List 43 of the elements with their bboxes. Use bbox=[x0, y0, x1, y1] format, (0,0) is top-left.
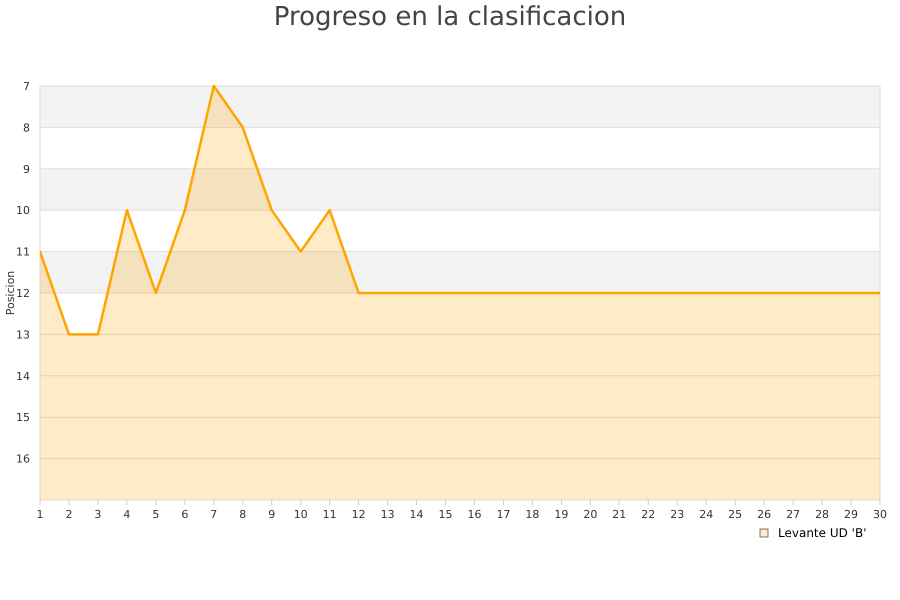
x-tick-label: 16 bbox=[467, 508, 482, 521]
x-tick-label: 22 bbox=[641, 508, 656, 521]
x-tick-label: 29 bbox=[844, 508, 858, 521]
x-tick-label: 17 bbox=[496, 508, 510, 521]
x-tick-label: 12 bbox=[352, 508, 366, 521]
y-tick-label: 11 bbox=[16, 246, 30, 259]
y-tick-label: 14 bbox=[16, 370, 30, 383]
y-axis-title: Posicion bbox=[4, 270, 17, 316]
x-tick-label: 23 bbox=[670, 508, 684, 521]
x-tick-label: 30 bbox=[873, 508, 887, 521]
x-tick-label: 9 bbox=[268, 508, 276, 521]
x-tick-label: 5 bbox=[152, 508, 160, 521]
x-tick-label: 3 bbox=[94, 508, 102, 521]
x-tick-label: 2 bbox=[65, 508, 72, 521]
x-tick-label: 6 bbox=[181, 508, 188, 521]
x-tick-label: 25 bbox=[728, 508, 742, 521]
x-tick-label: 28 bbox=[815, 508, 830, 521]
x-tick-label: 24 bbox=[699, 508, 714, 521]
x-tick-label: 19 bbox=[554, 508, 568, 521]
x-tick-label: 4 bbox=[123, 508, 130, 521]
x-tick-label: 7 bbox=[210, 508, 218, 521]
x-tick-label: 15 bbox=[438, 508, 453, 521]
x-tick-label: 27 bbox=[786, 508, 800, 521]
y-tick-label: 15 bbox=[16, 411, 30, 424]
y-tick-label: 9 bbox=[23, 162, 30, 176]
chart-title: Progreso en la clasificacion bbox=[274, 2, 626, 32]
y-tick-label: 7 bbox=[23, 80, 30, 93]
y-tick-label: 10 bbox=[16, 204, 30, 218]
x-tick-label: 18 bbox=[525, 508, 540, 521]
x-tick-label: 13 bbox=[380, 508, 395, 521]
x-tick-label: 14 bbox=[410, 508, 424, 521]
x-tick-label: 11 bbox=[322, 508, 337, 521]
x-tick-label: 1 bbox=[36, 508, 44, 521]
y-tick-label: 13 bbox=[16, 328, 30, 342]
x-tick-label: 10 bbox=[294, 508, 308, 521]
x-tick-label: 26 bbox=[757, 508, 772, 521]
x-tick-label: 8 bbox=[239, 508, 246, 521]
x-tick-label: 20 bbox=[583, 508, 598, 521]
y-tick-label: 8 bbox=[23, 121, 30, 134]
y-tick-label: 16 bbox=[16, 452, 30, 466]
legend-label: Levante UD 'B' bbox=[778, 526, 866, 540]
x-tick-label: 21 bbox=[612, 508, 626, 521]
y-tick-label: 12 bbox=[16, 287, 30, 300]
